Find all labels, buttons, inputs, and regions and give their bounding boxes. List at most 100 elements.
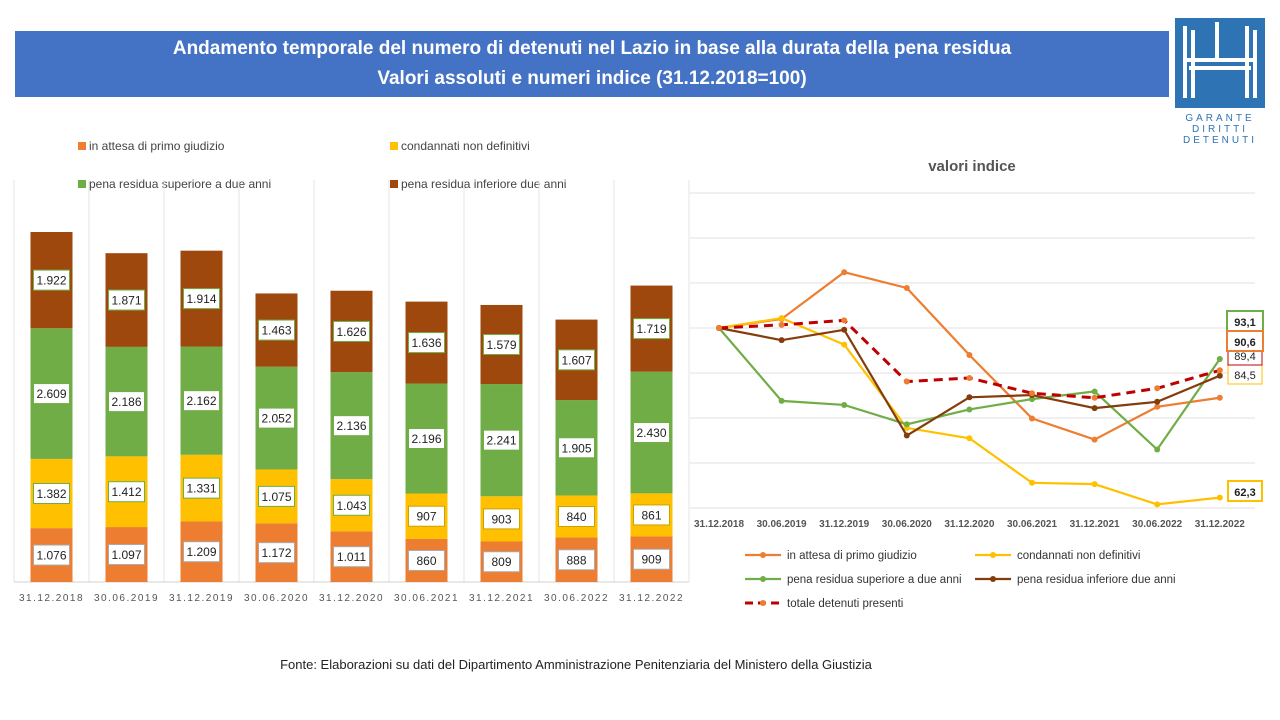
data-point — [966, 406, 973, 413]
data-label-box — [333, 494, 370, 516]
data-point — [1154, 403, 1161, 410]
data-label-box — [483, 334, 520, 356]
legend-marker-0 — [760, 552, 766, 558]
data-label: 1.463 — [261, 324, 291, 338]
legend-label-3: pena residua inferiore due anni — [401, 177, 566, 191]
data-point — [1091, 436, 1098, 443]
data-label-box — [33, 383, 70, 405]
data-point — [1216, 494, 1223, 501]
x-tick-label: 31.12.2021 — [1070, 519, 1120, 530]
data-label: 2.241 — [486, 434, 516, 448]
data-point — [841, 317, 848, 324]
series-line-3 — [718, 326, 1221, 438]
data-label: 1.922 — [36, 274, 66, 288]
data-point — [841, 326, 848, 333]
data-label-box — [183, 541, 220, 563]
data-point — [1154, 398, 1161, 405]
data-label-box — [333, 320, 370, 342]
legend-swatch-0 — [78, 142, 86, 150]
page-subtitle: Valori assoluti e numeri indice (31.12.2… — [377, 68, 807, 89]
data-label-box — [633, 422, 670, 444]
data-label-box — [258, 407, 295, 429]
data-point — [966, 374, 973, 381]
data-label: 888 — [566, 553, 586, 567]
data-label: 1.905 — [561, 441, 591, 455]
data-point — [778, 315, 785, 322]
data-label: 903 — [491, 512, 511, 526]
data-label: 2.196 — [411, 432, 441, 446]
data-label-box — [483, 508, 520, 530]
data-label: 2.609 — [36, 387, 66, 401]
data-label: 1.871 — [111, 294, 141, 308]
data-point — [903, 432, 910, 439]
data-label-box — [108, 544, 145, 566]
data-point — [841, 401, 848, 408]
end-label: 93,1 — [1234, 317, 1255, 329]
data-point — [1029, 415, 1035, 422]
data-label: 1.626 — [336, 325, 366, 339]
data-point — [966, 435, 973, 442]
data-label-box — [183, 288, 220, 310]
legend-marker-2 — [760, 576, 766, 582]
logo-text-1: GARANTE — [1185, 113, 1255, 124]
data-point — [1216, 367, 1223, 374]
data-point — [1091, 405, 1098, 412]
data-point — [1029, 479, 1035, 486]
legend-label-3: pena residua inferiore due anni — [1017, 574, 1176, 586]
data-point — [1154, 501, 1161, 508]
data-label-box — [183, 477, 220, 499]
data-point — [966, 352, 973, 358]
data-label-box — [483, 551, 520, 573]
data-point — [1091, 394, 1098, 401]
end-label-box — [1226, 330, 1264, 352]
data-label-box — [333, 546, 370, 568]
data-label-box — [33, 483, 70, 505]
data-label: 1.076 — [36, 549, 66, 563]
data-label: 1.607 — [561, 353, 591, 367]
data-label: 1.412 — [111, 485, 141, 499]
stacked-bar-chart: in attesa di primo giudizio condannati no… — [13, 139, 690, 604]
data-point — [716, 325, 722, 331]
logo-text-2: DIRITTI — [1192, 124, 1248, 135]
line-chart-title: valori indice — [928, 158, 1016, 175]
source-note: Fonte: Elaborazioni su dati del Dipartim… — [280, 657, 872, 672]
data-point — [966, 394, 973, 401]
data-label: 2.136 — [336, 419, 366, 433]
data-label-box — [483, 429, 520, 451]
end-label-box — [1227, 480, 1263, 502]
x-tick-label: 31.12.2018 — [19, 593, 84, 604]
x-tick-label: 31.12.2019 — [819, 519, 869, 530]
series-line-4 — [718, 318, 1221, 400]
data-label-box — [558, 349, 595, 371]
legend-label-2: pena residua superiore a due anni — [787, 574, 962, 586]
x-tick-label: 30.06.2022 — [1132, 519, 1182, 530]
data-label-box — [258, 485, 295, 507]
x-tick-label: 31.12.2022 — [1195, 519, 1245, 530]
x-tick-label: 30.06.2021 — [1007, 519, 1057, 530]
data-label-box — [633, 318, 670, 340]
logo-text-3: DETENUTI — [1183, 135, 1257, 146]
data-label-box — [408, 549, 445, 571]
data-label: 1.075 — [261, 490, 291, 504]
data-label-box — [408, 332, 445, 354]
x-tick-label: 30.06.2020 — [882, 519, 932, 530]
page-title: Andamento temporale del numero di detenu… — [172, 38, 1012, 59]
legend-label-2: pena residua superiore a due anni — [89, 177, 271, 191]
garante-logo: GARANTE DIRITTI DETENUTI — [1172, 18, 1268, 148]
data-point — [778, 337, 785, 344]
data-point — [903, 284, 910, 291]
legend-label-0: in attesa di primo giudizio — [89, 139, 225, 153]
legend-marker-3 — [990, 576, 996, 582]
data-label: 1.209 — [186, 545, 216, 559]
x-tick-label: 31.12.2021 — [469, 593, 534, 604]
legend-label-4: totale detenuti presenti — [787, 598, 903, 610]
data-label-box — [408, 505, 445, 527]
data-label: 1.579 — [486, 338, 516, 352]
data-point — [778, 397, 785, 404]
data-point — [1216, 394, 1223, 401]
x-tick-label: 30.06.2019 — [757, 519, 807, 530]
data-label: 1.331 — [186, 482, 216, 496]
data-label: 909 — [641, 553, 661, 567]
data-point — [1091, 388, 1098, 395]
data-label-box — [33, 544, 70, 566]
